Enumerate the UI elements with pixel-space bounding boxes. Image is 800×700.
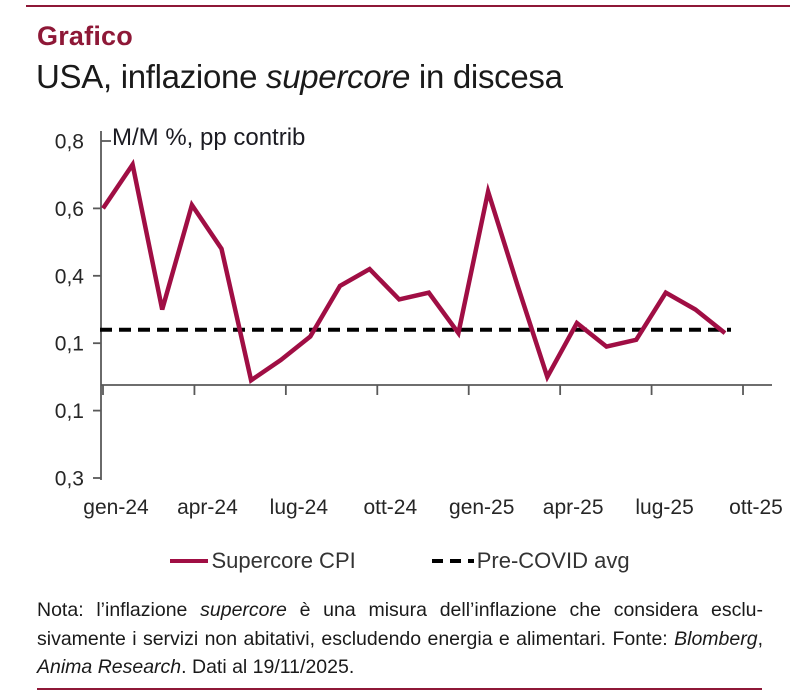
chart-canvas: 0,8 0,6 0,4 0,1 0,1 0,3 gen-24 apr-24 lug-24 ott-… xyxy=(55,124,783,519)
kicker-title: Grafico xyxy=(37,21,133,51)
chart-title-pre: USA, inflazione xyxy=(36,58,266,95)
bottom-rule xyxy=(37,688,762,690)
y-axis-tick-label: 0,1 xyxy=(55,333,84,356)
y-axis-tick-label: 0,3 xyxy=(55,468,84,491)
footnote-text: , xyxy=(757,627,763,650)
x-axis-tick-label: lug-24 xyxy=(270,496,329,519)
legend-item-precovid: Pre-COVID avg xyxy=(431,548,630,574)
chart-legend: Supercore CPI Pre-COVID avg xyxy=(0,548,800,574)
legend-item-supercore: Supercore CPI xyxy=(170,548,356,574)
legend-label-precovid: Pre-COVID avg xyxy=(476,548,630,573)
legend-label-supercore: Supercore CPI xyxy=(211,548,356,573)
footnote-italic-anima: Anima Research xyxy=(37,656,182,679)
axis-unit-label: M/M %, pp contrib xyxy=(112,124,305,151)
footnote: Nota: l’inflazione supercore è una misur… xyxy=(37,596,763,682)
x-axis-tick-label: gen-24 xyxy=(83,496,149,519)
x-axis-tick-label: ott-25 xyxy=(729,496,783,519)
y-axis-tick-label: 0,6 xyxy=(55,198,84,221)
footnote-text: . Dati al 19/11/2025. xyxy=(181,656,355,679)
supercore-cpi-line xyxy=(101,158,727,385)
y-axis-tick-label: 0,1 xyxy=(55,400,84,423)
y-axis-tick-label: 0,4 xyxy=(55,265,85,288)
x-axis-tick-label: gen-25 xyxy=(449,496,514,519)
chart-title: USA, inflazione supercore in discesa xyxy=(36,58,563,96)
x-axis-tick-label: ott-24 xyxy=(363,496,417,519)
precovid-dash-swatch xyxy=(431,559,474,563)
x-axis-tick-label: lug-25 xyxy=(635,496,693,519)
footnote-italic-blomberg: Blomberg xyxy=(674,627,758,650)
footnote-text: Nota: l’inflazione xyxy=(37,599,201,621)
x-axis-tick-label: apr-25 xyxy=(543,496,604,519)
footnote-text: è una misura dell’inflazione che conside… xyxy=(37,599,763,650)
footnote-italic-supercore: supercore xyxy=(200,599,287,621)
chart-title-italic: supercore xyxy=(266,58,411,95)
top-rule xyxy=(26,5,790,7)
supercore-line-swatch xyxy=(170,559,209,563)
x-axis-tick-label: apr-24 xyxy=(177,496,238,519)
chart-title-post: in discesa xyxy=(410,58,563,95)
y-axis-tick-label: 0,8 xyxy=(55,131,84,154)
